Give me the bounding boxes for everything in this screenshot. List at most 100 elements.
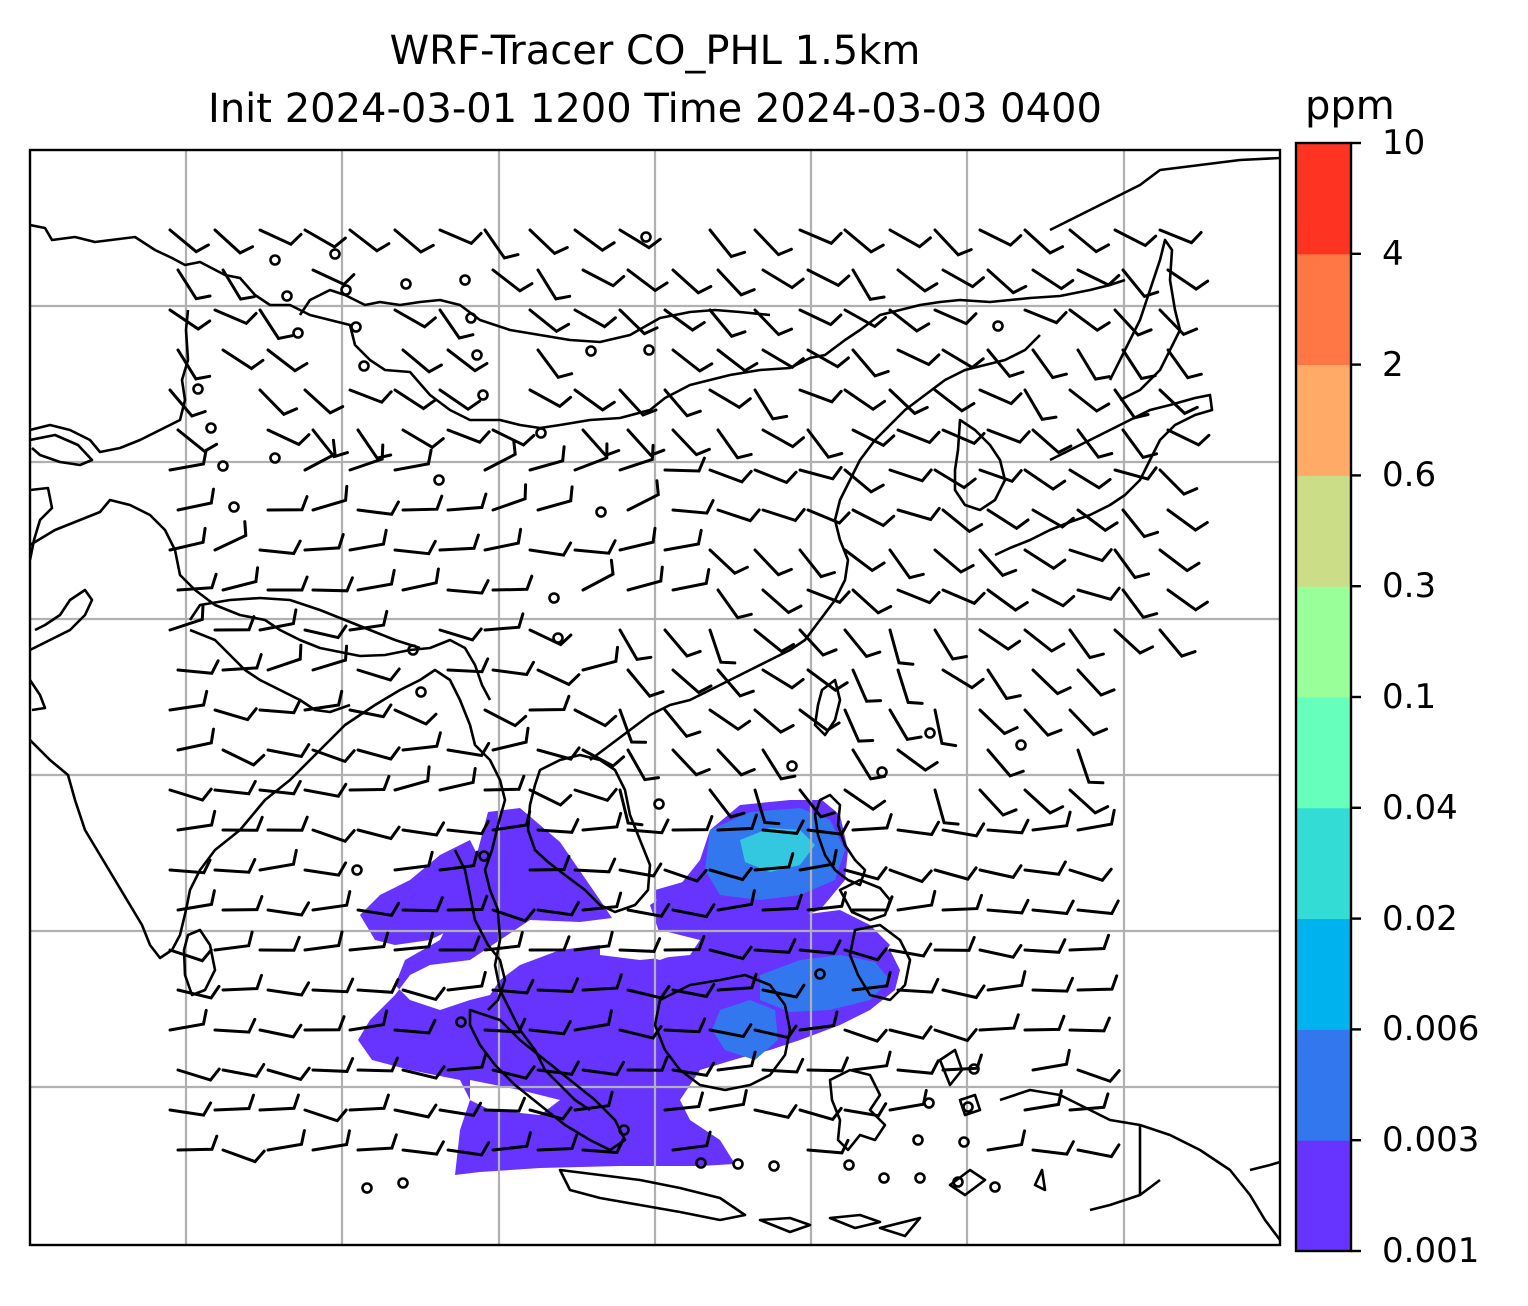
wind-barb	[708, 548, 749, 575]
wind-barb	[401, 1140, 445, 1156]
wind-barb	[1121, 268, 1160, 299]
calm-wind-marker	[585, 345, 597, 357]
wind-barb	[446, 1052, 488, 1072]
calm-wind-markers	[192, 231, 1027, 1194]
malay-peninsula	[453, 849, 507, 1011]
wind-barb	[806, 820, 850, 836]
sulawesi	[828, 1068, 887, 1152]
wind-barb	[933, 708, 958, 748]
wind-barb	[1076, 1068, 1121, 1084]
wind-barb	[1113, 308, 1153, 337]
tracer-patch-mid-2	[760, 955, 890, 1012]
wind-barb	[851, 813, 893, 832]
wind-barb	[491, 660, 535, 677]
wind-barb	[1023, 228, 1065, 255]
wind-barb	[446, 579, 490, 595]
tracer-gap-2	[470, 1080, 560, 1115]
calm-wind-marker	[205, 422, 217, 434]
wind-barb	[806, 891, 847, 912]
wind-barb	[986, 268, 1028, 295]
wind-barb	[1166, 428, 1211, 447]
wind-barb	[798, 466, 843, 481]
calm-wind-marker	[962, 1101, 974, 1113]
south-asia-border	[30, 498, 492, 701]
wind-barb	[303, 1108, 348, 1123]
calm-wind-marker	[350, 321, 362, 333]
tracer-plume-west-arm	[360, 840, 485, 945]
wind-barb	[618, 388, 658, 417]
wind-barb	[528, 628, 573, 647]
wind-barb	[446, 492, 488, 512]
wind-barb	[573, 1009, 613, 1032]
wind-barb	[303, 533, 345, 552]
wind-barb	[573, 930, 614, 952]
calm-wind-marker	[459, 274, 471, 286]
wind-barb	[941, 1053, 983, 1072]
wind-barb	[438, 1101, 483, 1117]
calm-wind-marker	[924, 727, 936, 739]
wind-barb	[753, 548, 793, 577]
wind-barb	[221, 973, 263, 992]
wind-barb	[941, 822, 986, 838]
wind-barb	[671, 903, 716, 919]
calm-wind-marker	[340, 284, 352, 296]
wind-barb	[663, 528, 703, 552]
wind-barb	[213, 1093, 255, 1112]
wind-barb	[708, 1089, 748, 1112]
wind-barb	[978, 864, 1023, 880]
wind-barb	[1076, 508, 1119, 533]
wind-barb	[671, 748, 711, 777]
wind-barb	[753, 1104, 798, 1119]
wind-barb	[438, 767, 477, 792]
wind-barb	[896, 668, 924, 705]
wind-barb	[303, 930, 344, 952]
colorbar-tick-label: 2	[1382, 344, 1404, 385]
wind-barb	[851, 508, 896, 528]
colorbar-tick-label: 0.04	[1382, 787, 1458, 828]
wind-barb	[311, 268, 356, 287]
wind-barb	[1031, 976, 1074, 993]
wind-barb	[1031, 810, 1072, 832]
wind-barb	[446, 819, 490, 836]
wind-barb	[573, 857, 617, 874]
wind-barb	[401, 1065, 446, 1080]
wind-barb	[401, 348, 443, 374]
wind-barb	[176, 487, 215, 512]
wind-barb	[1068, 228, 1110, 254]
wind-barb	[753, 852, 795, 872]
colorbar-segment	[1296, 918, 1351, 1030]
himalaya-border	[189, 628, 351, 714]
wind-barb	[843, 788, 887, 812]
wind-barb	[896, 506, 941, 522]
colorbar-tick-label: 4	[1382, 233, 1404, 274]
wind-barb	[896, 1059, 940, 1075]
wind-barb	[1076, 748, 1105, 785]
wind-barb	[401, 494, 444, 512]
sumatra	[468, 1008, 627, 1152]
wind-barb	[491, 483, 528, 512]
colorbar-tick-label: 0.006	[1382, 1009, 1480, 1050]
wind-barb	[1076, 428, 1114, 459]
wind-barb	[843, 308, 887, 329]
wind-barb	[1023, 938, 1067, 954]
caspian-outline	[30, 486, 54, 561]
wind-barb	[888, 942, 933, 958]
wind-barb	[266, 1066, 311, 1082]
north-coast-feature	[298, 288, 771, 344]
wind-barb	[1068, 548, 1113, 563]
colorbar-segment	[1296, 586, 1351, 698]
wind-barb	[168, 526, 207, 552]
wind-barb	[843, 866, 888, 881]
wind-barb	[1076, 899, 1120, 916]
calm-wind-marker	[843, 1159, 855, 1171]
wind-barb	[1031, 268, 1075, 291]
wind-barb	[761, 1057, 805, 1074]
wind-barb	[671, 348, 714, 373]
wind-barb	[536, 348, 574, 380]
wind-barb	[626, 984, 671, 1000]
wind-barb	[213, 520, 248, 552]
wind-barb	[356, 825, 401, 841]
wind-barb	[896, 977, 940, 994]
calm-wind-marker	[400, 278, 412, 290]
wind-barb	[176, 268, 212, 301]
